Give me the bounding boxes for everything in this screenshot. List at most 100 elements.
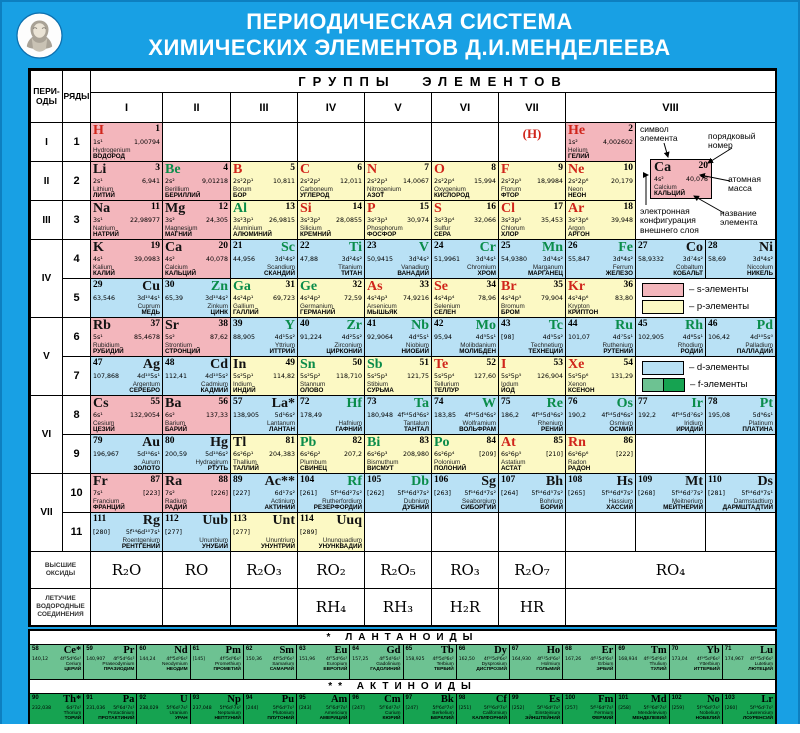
element-name-latin: Arsenicum	[367, 302, 397, 310]
atomic-mass: [289]	[300, 529, 317, 536]
actinides-row: 90 Th* 232,038 6d²7s² Thorium ТОРИЙ 91 Pa 231,03…	[30, 693, 775, 728]
atomic-mass: 186,2	[501, 412, 520, 419]
element-symbol: Br	[501, 279, 517, 294]
atomic-mass: 204,383	[268, 451, 295, 458]
atomic-mass: 207,2	[343, 451, 362, 458]
atomic-number: 26	[568, 241, 578, 251]
atomic-number: 9	[558, 163, 563, 173]
element-cell-meta: [281] 5f¹⁴6d⁹7s¹	[708, 490, 773, 498]
element-name-russian: ИРИДИЙ	[676, 426, 703, 434]
element-name-russian: ВИСМУТ	[367, 465, 394, 473]
atomic-number: 104	[300, 475, 315, 485]
element-symbol: Cm	[384, 694, 401, 705]
element-cell-Sb: Sb 51 5s²5p³ 121,75 Stibium СУРЬМА	[364, 356, 431, 395]
element-cell-Gd: 64 Gd 157,25 4f⁷5d¹6s² Gadolinium ГАДОЛИНИЙ	[349, 645, 403, 679]
element-cell-meta: 138,905 5d¹6s²	[233, 412, 295, 420]
electron-config: 3d¹⁰4s²	[205, 295, 228, 302]
element-name-latin: Xenon	[568, 380, 587, 388]
element-symbol: U	[180, 694, 188, 705]
element-cell-meta: [268] 5f¹⁴6d⁷7s²	[638, 490, 703, 498]
element-name-latin: Vanadium	[401, 263, 429, 271]
atomic-mass: 4,002602	[602, 139, 633, 146]
element-cell-meta: 6s²6p¹ 204,383	[233, 451, 295, 459]
hydride-formula-cell: H₂R	[431, 588, 498, 625]
electron-config: 2s²2p⁶	[568, 178, 589, 185]
element-name-latin: Cobaltum	[676, 263, 703, 271]
element-cell-Ca: Ca 20 4s² 40,078 Calcium КАЛЬЦИЙ	[162, 239, 230, 278]
atomic-mass: [263]	[434, 490, 451, 497]
electron-config: 4s²	[654, 176, 664, 183]
element-name-russian: ГАДОЛИНИЙ	[370, 667, 401, 673]
element-name-russian: НЕОН	[568, 192, 587, 200]
element-name-russian: ВОДОРОД	[93, 153, 126, 161]
element-symbol: Dy	[494, 645, 507, 656]
atomic-mass: [251]	[458, 705, 472, 711]
element-cell-Np: 93 Np 237,048 5f⁴6d¹7s² Neptunium НЕПТУНИЙ	[189, 694, 243, 728]
element-name-latin: Roentgenium	[122, 536, 160, 544]
element-cell-meta: 102,905 4d⁸5s¹	[638, 334, 703, 342]
atomic-number: 88	[218, 475, 229, 485]
atomic-mass: 157,25	[352, 656, 369, 662]
element-name-latin: Thallium	[233, 458, 257, 466]
element-symbol: He	[568, 123, 586, 138]
electron-config: 2s²2p⁴	[434, 178, 455, 185]
element-name-russian: СКАНДИЙ	[263, 270, 295, 278]
element-cell-Rg: 111 Rg [280] 5f¹⁴6d¹⁰7s¹ Roentgenium РЕНТГЕНИ…	[90, 512, 162, 551]
element-name-russian: МАГНИЙ	[165, 231, 192, 239]
group-numeral: II	[162, 92, 230, 122]
element-name-latin: Ununbium	[199, 536, 228, 544]
element-cell-meta: 4s²4p¹ 69,723	[233, 295, 295, 303]
element-symbol: Sm	[279, 645, 295, 656]
element-name-russian: ФТОР	[501, 192, 519, 200]
element-symbol: Uuq	[336, 513, 362, 528]
atomic-number: 6	[357, 163, 362, 173]
element-cell-meta: 1s² 4,002602	[568, 139, 633, 147]
legend-number-label: порядковый номер	[708, 131, 756, 151]
element-cell-Xe: Xe 54 5s²5p⁶ 131,29 Xenon КСЕНОН	[565, 356, 635, 395]
hydride-formula-cell	[162, 588, 230, 625]
atomic-number: 55	[150, 397, 161, 407]
empty-cell	[230, 122, 297, 161]
atomic-mass: 150,36	[245, 656, 262, 662]
element-cell-Sm: 62 Sm 150,36 4f⁶5d⁰6s² Samarium САМАРИЙ	[242, 645, 297, 679]
element-cell-top: 72 Hf	[300, 397, 362, 411]
element-symbol: La*	[271, 396, 295, 411]
element-cell-Cl: Cl 17 3s²3p⁵ 35,453 Chlorum ХЛОР	[498, 200, 565, 239]
element-name-latin: Zirconium	[334, 341, 362, 349]
element-cell-meta: 162,50 4f¹⁰5d⁰6s²	[459, 657, 507, 662]
row-number: 9	[62, 434, 90, 473]
element-name-russian: ТАНТАЛ	[403, 426, 429, 434]
element-name-russian: РУТЕНИЙ	[603, 348, 633, 356]
element-cell-meta: [243] 5f⁷6d⁰7s²	[299, 706, 347, 711]
element-name-russian: МЫШЬЯК	[367, 309, 398, 317]
electron-config: 5d¹6s²	[274, 412, 295, 419]
element-name-russian: ФОСФОР	[367, 231, 397, 239]
electron-config: 3d⁷4s²	[682, 256, 703, 263]
atomic-number: 99	[511, 695, 519, 701]
element-cell-top: P 15	[367, 202, 429, 216]
element-name-russian: МАРГАНЕЦ	[527, 270, 563, 278]
element-cell-Ni: 28 Ni 58,69 3d⁸4s² Niccolum НИКЕЛЬ	[705, 239, 775, 278]
atomic-mass: 183,85	[434, 412, 457, 419]
element-cell-meta: [227] 6d¹7s²	[233, 490, 295, 498]
electron-config: 3d²4s²	[341, 256, 362, 263]
element-cell-top: 27 Co	[638, 241, 703, 255]
atomic-number: 60	[139, 646, 147, 652]
element-symbol: Am	[330, 694, 348, 705]
element-symbol: Tm	[650, 645, 667, 656]
element-symbol: Rh	[685, 318, 703, 333]
electron-config: 4s²4p³	[367, 295, 388, 302]
element-name-russian: РЕНИЙ	[541, 426, 563, 434]
element-name-latin: Hydragirum	[195, 458, 228, 466]
element-symbol: Hf	[346, 396, 362, 411]
atomic-mass: [258]	[618, 705, 631, 711]
element-cell-top: 101 Md	[618, 694, 666, 706]
element-name-russian: ДАРМШТАДТИЙ	[722, 504, 773, 512]
atomic-number: 90	[32, 695, 39, 701]
element-cell-Tb: 65 Tb 158,925 4f⁹5d⁰6s² Terbium ТЕРБИЙ	[402, 645, 456, 679]
atomic-mass: 192,2	[638, 412, 657, 419]
element-symbol: Bi	[367, 435, 381, 450]
element-name-latin: Helium	[568, 146, 588, 154]
